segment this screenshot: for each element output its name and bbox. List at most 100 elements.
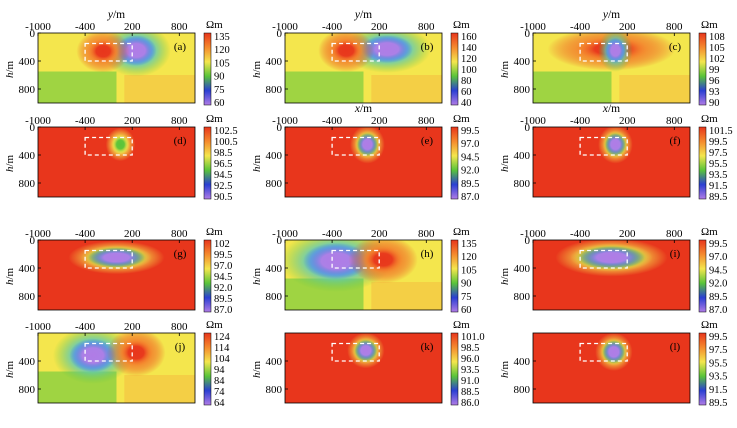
target-box [331, 136, 380, 156]
colorbar [450, 126, 459, 200]
colorbar-tick-label: 99.5 [709, 137, 727, 148]
y-tick-label: 800 [19, 178, 36, 190]
colorbar-tick-label: 99.5 [709, 239, 727, 250]
x-tick-label: 800 [666, 228, 683, 240]
colorbar-tick-label: 98.5 [461, 343, 479, 354]
panel-label: (c) [669, 41, 682, 53]
plot-frame [532, 332, 691, 404]
y-tick-label: 400 [514, 356, 531, 368]
x-tick-label: 800 [666, 21, 683, 33]
plot-frame [532, 126, 691, 198]
colorbar-tick-label: 120 [214, 45, 230, 56]
heatmap-field [285, 33, 442, 103]
colorbar-tick-label: 89.5 [709, 398, 727, 409]
panel-label: (e) [421, 135, 434, 147]
x-tick-label: -1000 [25, 228, 51, 240]
x-tick-label: 800 [418, 228, 435, 240]
plot-frame [284, 332, 443, 404]
colorbar-tick-label: 96.5 [214, 159, 232, 170]
heatmap-field [38, 240, 195, 310]
heatmap-lower-zone [619, 75, 690, 103]
y-tick-label: 400 [266, 263, 283, 275]
heatmap-lower-zone [38, 71, 117, 103]
panel-label: (b) [421, 41, 434, 53]
colorbar-tick-label: 94.5 [709, 265, 727, 276]
panel-label: (i) [670, 248, 681, 260]
colorbar [698, 239, 707, 313]
anomaly-core [111, 134, 130, 155]
colorbar-tick-label: 86.0 [461, 398, 479, 409]
colorbar-unit: Ωm [206, 113, 223, 125]
colorbar-tick-label: 75 [214, 85, 225, 96]
colorbar-tick-label: 91.5 [709, 181, 727, 192]
panel-f: -1000 -400 200 800x/m0400800h/m(f)101.599.5… [499, 103, 733, 203]
colorbar-tick-label: 92.0 [214, 283, 232, 294]
panel-b: -1000 -400 200 800y/m0400800h/m(b)160140120… [251, 9, 477, 109]
colorbar-unit: Ωm [206, 226, 223, 238]
target-box [579, 42, 628, 62]
colorbar-unit: Ωm [701, 319, 718, 331]
top-axis-title: y/m [354, 9, 372, 21]
anomaly-core [88, 247, 145, 268]
x-tick-label: -1000 [520, 228, 546, 240]
depth-axis-title: h/m [4, 360, 16, 378]
colorbar [450, 332, 459, 406]
colorbar-tick-label: 40 [461, 98, 472, 109]
depth-axis-title: h/m [251, 360, 263, 378]
y-tick-label: 400 [514, 263, 531, 275]
x-tick-label: -400 [322, 21, 343, 33]
x-tick-label: -1000 [520, 115, 546, 127]
depth-axis-title: h/m [499, 60, 511, 78]
x-tick-label: 200 [124, 228, 141, 240]
x-tick-label: 800 [171, 115, 188, 127]
y-tick-label: 800 [266, 84, 283, 96]
colorbar [203, 239, 212, 313]
depth-axis-title: h/m [251, 267, 263, 285]
plot-frame [532, 32, 691, 104]
colorbar-tick-label: 90.5 [214, 192, 232, 203]
colorbar [203, 126, 212, 200]
heatmap-lower-zone [371, 75, 442, 103]
colorbar-tick-label: 102 [709, 54, 725, 65]
colorbar [450, 32, 459, 106]
y-tick-label: 400 [266, 150, 283, 162]
x-tick-label: 800 [418, 21, 435, 33]
y-tick-label: 0 [30, 235, 36, 247]
colorbar-unit: Ωm [701, 19, 718, 31]
colorbar-unit: Ωm [453, 226, 470, 238]
target-box [331, 249, 380, 269]
depth-axis-title: h/m [499, 154, 511, 172]
colorbar-tick-label: 99 [709, 65, 720, 76]
colorbar-tick-label: 90 [461, 279, 472, 290]
x-tick-label: -400 [570, 21, 591, 33]
colorbar-tick-label: 90 [709, 98, 720, 109]
colorbar [698, 332, 707, 406]
anomaly-core [69, 338, 117, 373]
colorbar-tick-label: 102.5 [214, 126, 238, 137]
y-tick-label: 800 [514, 84, 531, 96]
anomaly-core [578, 246, 645, 269]
x-tick-label: -1000 [25, 321, 51, 333]
panel-label: (d) [174, 135, 187, 147]
colorbar-tick-label: 92.0 [709, 279, 727, 290]
colorbar-tick-label: 60 [461, 87, 472, 98]
target-box [579, 249, 628, 269]
panel-label: (f) [670, 135, 681, 147]
y-tick-label: 800 [266, 291, 283, 303]
y-tick-label: 400 [19, 150, 36, 162]
target-box [84, 42, 133, 62]
y-tick-label: 0 [30, 122, 36, 134]
anomaly-core [354, 340, 377, 361]
target-box [84, 249, 133, 269]
colorbar-unit: Ωm [206, 319, 223, 331]
colorbar-tick-label: 99.5 [214, 250, 232, 261]
colorbar-tick-label: 89.5 [709, 192, 727, 203]
panel-a: -1000 -400 200 800y/m0400800h/m(a)135120105… [4, 9, 230, 109]
colorbar-tick-label: 88.5 [461, 387, 479, 398]
heatmap-field [533, 333, 690, 403]
colorbar-tick-label: 95.5 [709, 358, 727, 369]
colorbar-tick-label: 94 [214, 365, 225, 376]
colorbar-tick-label: 94.5 [214, 170, 232, 181]
x-tick-label: -400 [322, 115, 343, 127]
